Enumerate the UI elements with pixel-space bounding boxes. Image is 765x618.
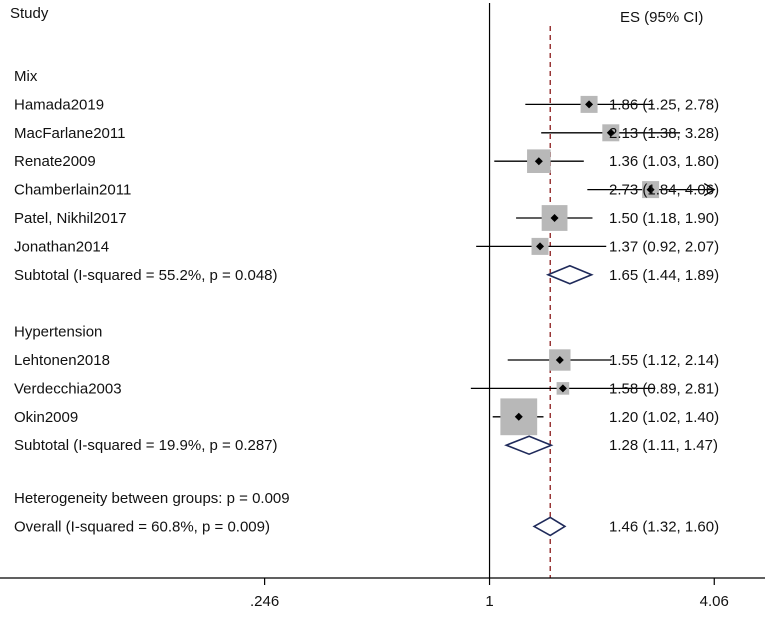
group-heading: Mix [14, 68, 38, 85]
study-label: Hamada2019 [14, 96, 104, 113]
overall-diamond [532, 516, 567, 537]
ci-arrow [703, 183, 716, 197]
study-column-header: Study [10, 5, 49, 22]
ci-value: 1.58 (0.89, 2.81) [609, 380, 719, 397]
ci-value: 1.36 (1.03, 1.80) [609, 153, 719, 170]
study-label: Patel, Nikhil2017 [14, 210, 127, 227]
study-label: Chamberlain2011 [14, 182, 131, 199]
ci-value: 1.20 (1.02, 1.40) [609, 409, 719, 426]
ci-value: 1.50 (1.18, 1.90) [609, 210, 719, 227]
x-tick-label: .246 [250, 593, 279, 610]
subtotal-ci-value: 1.65 (1.44, 1.89) [609, 267, 719, 284]
overall-label: Overall (I-squared = 60.8%, p = 0.009) [14, 518, 270, 535]
point-estimate [585, 100, 594, 109]
point-estimate [558, 384, 567, 393]
x-tick-label: 1 [485, 593, 493, 610]
ci-value: 1.55 (1.12, 2.14) [609, 352, 719, 369]
x-tick-label: 4.06 [700, 593, 729, 610]
ci-value: 2.13 (1.38, 3.28) [609, 125, 719, 142]
point-estimate [555, 356, 564, 364]
study-label: Jonathan2014 [14, 238, 109, 255]
study-label: Renate2009 [14, 153, 96, 170]
subtotal-ci-value: 1.28 (1.11, 1.47) [609, 437, 718, 454]
subtotal-diamond [545, 264, 594, 285]
subtotal-label: Subtotal (I-squared = 19.9%, p = 0.287) [14, 437, 278, 454]
overall-ci-value: 1.46 (1.32, 1.60) [609, 518, 719, 535]
ci-value: 1.86 (1.25, 2.78) [609, 96, 719, 113]
point-estimate [550, 214, 559, 222]
study-label: Verdecchia2003 [14, 380, 122, 397]
es-column-header: ES (95% CI) [620, 9, 703, 26]
heterogeneity-text: Heterogeneity between groups: p = 0.009 [14, 490, 290, 507]
point-estimate [606, 128, 615, 137]
point-estimate [646, 185, 655, 194]
x-axis: .246 1 4.06 [0, 577, 765, 610]
subtotal-diamond [504, 435, 554, 456]
subtotal-label: Subtotal (I-squared = 55.2%, p = 0.048) [14, 267, 278, 284]
point-estimate [514, 412, 523, 421]
study-label: Lehtonen2018 [14, 352, 110, 369]
forest-rows: Mix Hamada2019 1.86 (1.25, 2.78) MacFarlane… [14, 3, 719, 578]
point-estimate [534, 157, 543, 166]
study-label: MacFarlane2011 [14, 125, 125, 142]
group-heading: Hypertension [14, 324, 102, 341]
ci-value: 2.73 (1.84, 4.06) [609, 182, 719, 199]
study-label: Okin2009 [14, 409, 78, 426]
ci-value: 1.37 (0.92, 2.07) [609, 238, 719, 255]
point-estimate [536, 242, 545, 251]
